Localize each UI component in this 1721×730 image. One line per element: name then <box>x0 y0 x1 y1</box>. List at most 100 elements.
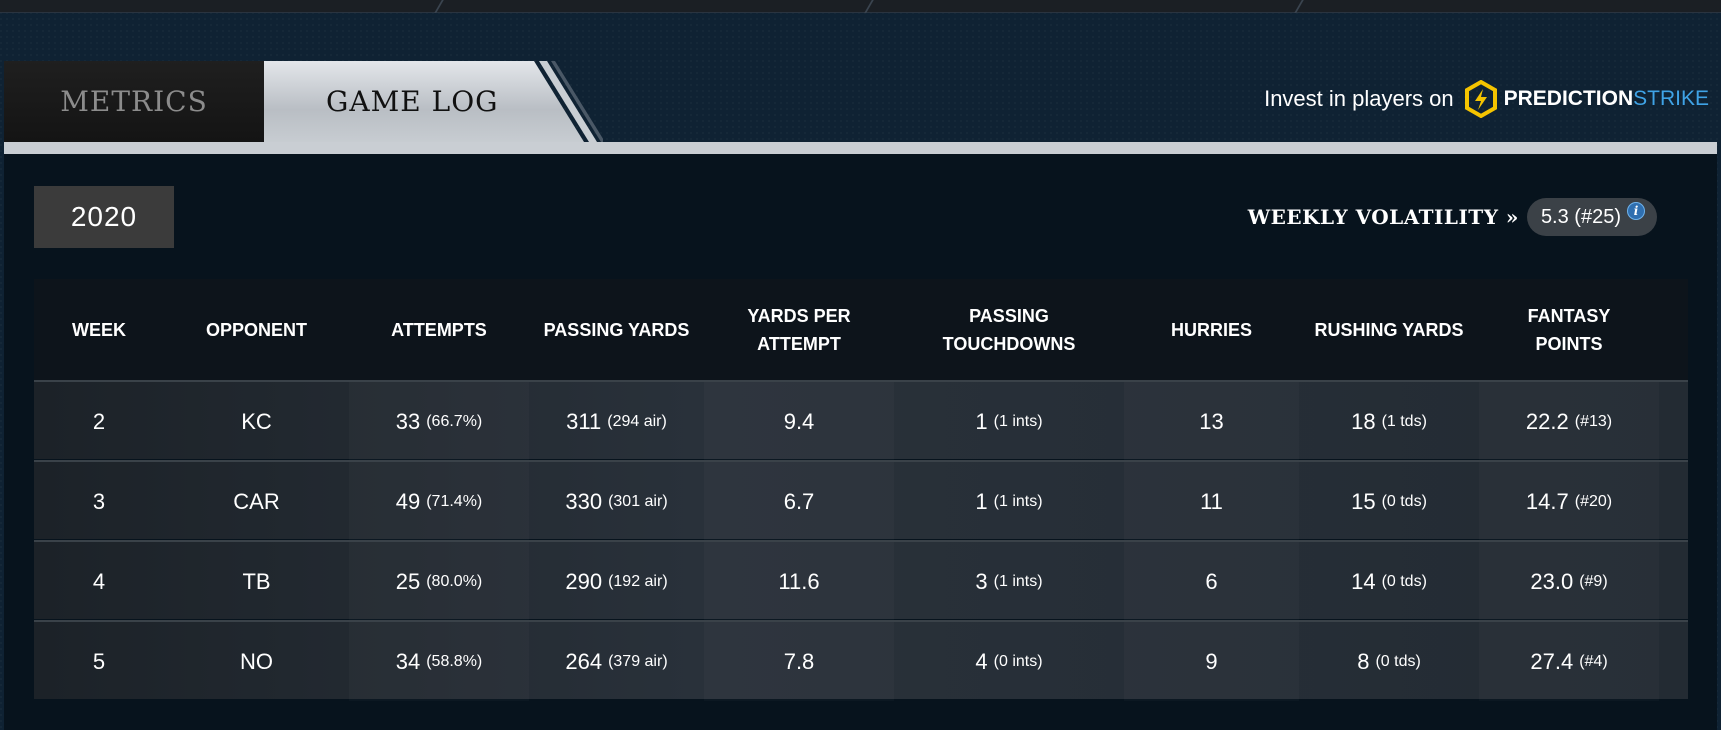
header-yards-per-attempt[interactable]: YARDS PER ATTEMPT <box>747 305 851 354</box>
cell-hurries: 6 <box>1124 542 1299 621</box>
cell-subvalue: (#4) <box>1579 652 1608 670</box>
cell-subvalue: (301 air) <box>608 492 668 510</box>
tab-slash-decoration <box>539 61 603 142</box>
cell-value: 14.7 <box>1525 488 1569 514</box>
cell-subvalue: (1 ints) <box>993 412 1043 430</box>
cell-value: CAR <box>233 488 280 514</box>
header-week[interactable]: WEEK <box>72 319 126 340</box>
cell-attempts: 33 (66.7%) <box>349 382 529 461</box>
cell-value: NO <box>240 648 273 674</box>
cell-value: 23.0 <box>1530 568 1574 594</box>
volatility-value-pill: 5.3 (#25) i <box>1526 198 1657 236</box>
cell-hurries: 13 <box>1124 382 1299 461</box>
cell-value: 3 <box>975 568 988 594</box>
tab-bar: METRICS GAME LOG Invest in players on PR… <box>4 61 1717 154</box>
cell-fantasy: 14.7 (#20) <box>1479 462 1659 541</box>
cell-rushing-yards: 18 (1 tds) <box>1299 382 1479 461</box>
cell-week: 4 <box>34 542 164 621</box>
cell-ypa: 6.7 <box>704 462 894 541</box>
cell-subvalue: (1 ints) <box>993 492 1043 510</box>
game-log-table: WEEK OPPONENT ATTEMPTS PASSING YARDS YAR… <box>34 279 1688 702</box>
tab-metrics[interactable]: METRICS <box>4 61 264 142</box>
cell-ypa: 9.4 <box>704 382 894 461</box>
tab-underline <box>4 142 1717 154</box>
cell-attempts: 49 (71.4%) <box>349 462 529 541</box>
header-attempts[interactable]: ATTEMPTS <box>391 319 487 340</box>
cell-value: 264 <box>565 648 603 674</box>
cell-value: 3 <box>92 488 106 514</box>
cell-passing-yards: 311 (294 air) <box>529 382 704 461</box>
cell-value: 18 <box>1351 408 1376 434</box>
volatility-value: 5.3 (#25) <box>1540 205 1621 228</box>
cell-value: 8 <box>1357 648 1370 674</box>
cell-value: 290 <box>565 568 603 594</box>
cell-subvalue: (294 air) <box>607 412 667 430</box>
cell-opponent: KC <box>164 382 349 461</box>
nav-divider <box>864 0 874 13</box>
cell-rushing-yards: 14 (0 tds) <box>1299 542 1479 621</box>
info-icon[interactable]: i <box>1627 202 1645 220</box>
cell-opponent: CAR <box>164 462 349 541</box>
table-row: 4 TB 25 (80.0%) 290 (192 air) 11.6 3 (1 ints) 6 14… <box>34 540 1688 619</box>
header-rushing-yards[interactable]: RUSHING YARDS <box>1314 319 1464 340</box>
cell-subvalue: (71.4%) <box>426 492 483 510</box>
game-log-panel: 2020 WEEKLY VOLATILITY » 5.3 (#25) i WEE… <box>4 154 1717 730</box>
cell-value: 27.4 <box>1530 648 1574 674</box>
cell-week: 3 <box>34 462 164 541</box>
cell-value: 1 <box>975 408 988 434</box>
volatility-label: WEEKLY VOLATILITY » <box>1247 205 1519 229</box>
cell-ypa: 11.6 <box>704 542 894 621</box>
table-header: WEEK OPPONENT ATTEMPTS PASSING YARDS YAR… <box>34 279 1688 380</box>
header-passing-yards[interactable]: PASSING YARDS <box>543 319 690 340</box>
cell-subvalue: (192 air) <box>608 572 668 590</box>
cell-subvalue: (80.0%) <box>426 572 483 590</box>
cell-value: 9 <box>1205 648 1218 674</box>
cell-passing-td: 1 (1 ints) <box>894 462 1124 541</box>
prediction-strike-logo[interactable]: PREDICTIONSTRIKE <box>1464 80 1709 118</box>
cell-value: 13 <box>1199 408 1224 434</box>
cell-fantasy: 27.4 (#4) <box>1479 622 1659 701</box>
cell-value: 25 <box>395 568 421 594</box>
weekly-volatility: WEEKLY VOLATILITY » 5.3 (#25) i <box>1248 198 1657 236</box>
cell-value: 34 <box>395 648 421 674</box>
cell-subvalue: (0 tds) <box>1381 492 1427 510</box>
cell-value: 11.6 <box>778 568 820 594</box>
cell-value: 7.8 <box>783 648 815 674</box>
cell-value: 1 <box>975 488 988 514</box>
brand-part-prediction: PREDICTION <box>1503 87 1634 110</box>
cell-subvalue: (#9) <box>1579 572 1608 590</box>
cell-value: 4 <box>975 648 988 674</box>
cell-subvalue: (379 air) <box>608 652 668 670</box>
cell-ypa: 7.8 <box>704 622 894 701</box>
cell-value: 6.7 <box>783 488 815 514</box>
cell-subvalue: (1 tds) <box>1381 412 1427 430</box>
cell-rushing-yards: 15 (0 tds) <box>1299 462 1479 541</box>
cell-passing-td: 4 (0 ints) <box>894 622 1124 701</box>
cell-passing-yards: 330 (301 air) <box>529 462 704 541</box>
header-fantasy-points[interactable]: FANTASY POINTS <box>1527 305 1611 354</box>
promo-text: Invest in players on <box>1264 86 1454 111</box>
tab-game-log[interactable]: GAME LOG <box>264 61 584 142</box>
table-row: 2 KC 33 (66.7%) 311 (294 air) 9.4 1 (1 ints) 13 18… <box>34 380 1688 459</box>
season-year-selector[interactable]: 2020 <box>34 186 174 248</box>
cell-passing-yards: 290 (192 air) <box>529 542 704 621</box>
lightning-hexagon-icon <box>1464 80 1497 118</box>
cell-opponent: NO <box>164 622 349 701</box>
cell-subvalue: (#20) <box>1574 492 1613 510</box>
nav-divider <box>434 0 444 13</box>
table-row: 5 NO 34 (58.8%) 264 (379 air) 7.8 4 (0 ints) 9 8 (0… <box>34 620 1688 699</box>
header-passing-touchdowns[interactable]: PASSING TOUCHDOWNS <box>942 305 1076 354</box>
cell-value: 9.4 <box>783 408 815 434</box>
cell-value: 49 <box>395 488 421 514</box>
prediction-strike-promo[interactable]: Invest in players on PREDICTIONSTRIKE <box>1264 79 1709 119</box>
header-hurries[interactable]: HURRIES <box>1170 319 1252 340</box>
header-opponent[interactable]: OPPONENT <box>205 319 307 340</box>
cell-subvalue: (#13) <box>1574 412 1613 430</box>
cell-value: 22.2 <box>1525 408 1569 434</box>
cell-subvalue: (0 tds) <box>1375 652 1421 670</box>
cell-value: 15 <box>1351 488 1376 514</box>
cell-hurries: 9 <box>1124 622 1299 701</box>
cell-value: 11 <box>1200 488 1223 514</box>
cell-subvalue: (0 tds) <box>1381 572 1427 590</box>
cell-value: 5 <box>92 648 106 674</box>
